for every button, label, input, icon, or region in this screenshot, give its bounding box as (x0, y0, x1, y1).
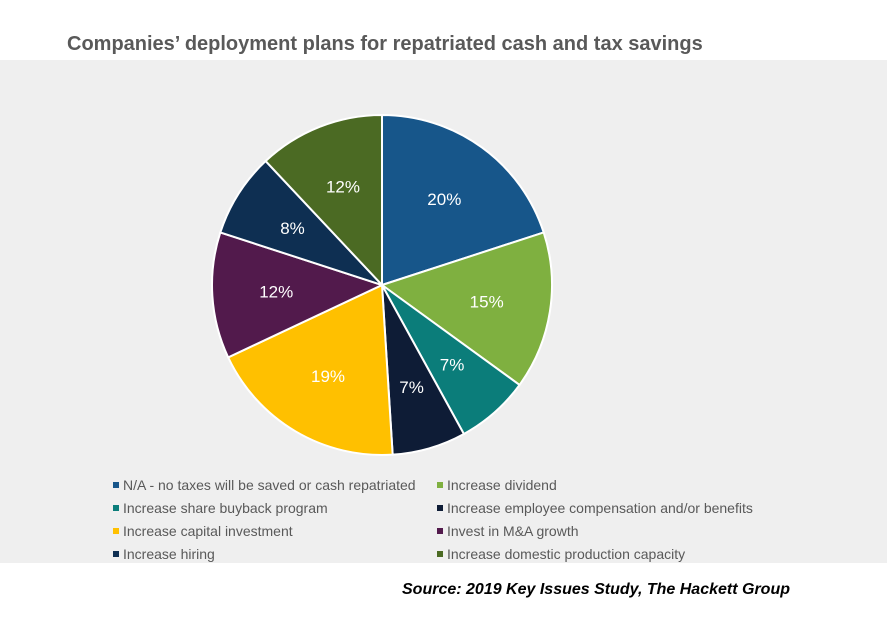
legend-swatch-0 (113, 482, 119, 489)
pie-slice-5 (211, 231, 385, 359)
legend-item-0: N/A - no taxes will be saved or cash rep… (113, 477, 416, 493)
legend-item-7: Increase domestic production capacity (437, 546, 685, 562)
pie-label-7: 12% (326, 177, 360, 196)
pie-slice-7 (264, 113, 383, 288)
legend-item-2: Increase share buyback program (113, 500, 328, 516)
legend-label-2: Increase share buyback program (123, 500, 328, 516)
legend-swatch-4 (113, 528, 119, 535)
legend-swatch-2 (113, 505, 119, 512)
pie-label-6: 8% (280, 219, 305, 238)
pie-label-1: 15% (470, 293, 504, 312)
legend-item-5: Invest in M&A growth (437, 523, 579, 539)
legend-swatch-1 (437, 482, 443, 489)
legend-swatch-5 (437, 528, 443, 535)
pie-slice-1 (379, 231, 553, 387)
legend-item-4: Increase capital investment (113, 523, 293, 539)
pie-label-5: 12% (259, 283, 293, 302)
legend-label-0: N/A - no taxes will be saved or cash rep… (123, 477, 416, 493)
pie-label-4: 19% (311, 367, 345, 386)
legend-item-6: Increase hiring (113, 546, 215, 562)
pie-slice-4 (226, 283, 394, 456)
pie-label-0: 20% (427, 190, 461, 209)
legend-swatch-7 (437, 551, 443, 558)
legend-swatch-3 (437, 505, 443, 512)
legend-label-7: Increase domestic production capacity (447, 546, 686, 562)
legend-item-1: Increase dividend (437, 477, 557, 493)
pie-slice-0 (381, 113, 545, 287)
pie-label-3: 7% (399, 378, 424, 397)
legend-label-3: Increase employee compensation and/or be… (447, 500, 753, 516)
legend-item-3: Increase employee compensation and/or be… (437, 500, 753, 516)
chart-title: Companies’ deployment plans for repatria… (67, 33, 703, 55)
legend-label-5: Invest in M&A growth (447, 523, 579, 539)
pie-label-2: 7% (440, 356, 465, 375)
legend-label-1: Increase dividend (447, 477, 557, 493)
legend-label-6: Increase hiring (123, 546, 215, 562)
legend-label-4: Increase capital investment (123, 523, 293, 539)
legend-swatch-6 (113, 551, 119, 558)
source-note: Source: 2019 Key Issues Study, The Hacke… (402, 581, 790, 598)
